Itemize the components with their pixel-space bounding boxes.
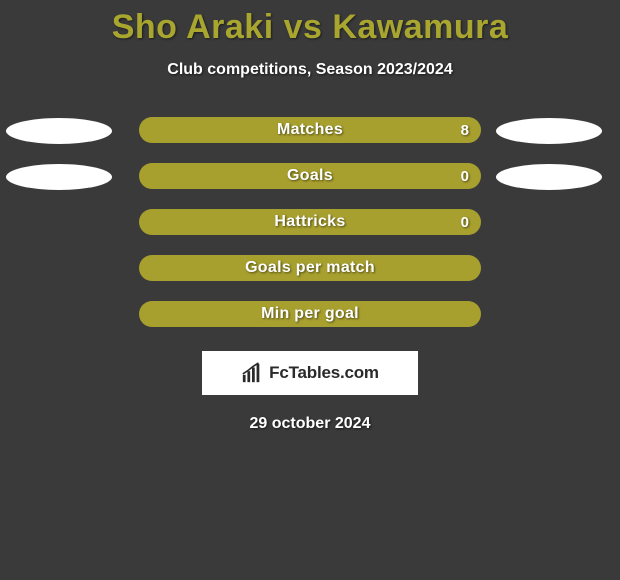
player-left-marker xyxy=(6,118,112,144)
comparison-row: Goals per match xyxy=(0,255,620,283)
date-text: 29 october 2024 xyxy=(0,415,620,433)
stat-label: Goals xyxy=(287,167,333,185)
source-badge: FcTables.com xyxy=(202,351,418,395)
player-left-marker xyxy=(6,164,112,190)
stat-label: Min per goal xyxy=(261,305,359,323)
stat-bar: Matches 8 xyxy=(139,117,481,143)
stat-bar: Goals 0 xyxy=(139,163,481,189)
stat-value-right: 0 xyxy=(461,168,469,185)
comparison-row: Matches 8 xyxy=(0,117,620,145)
comparison-rows: Matches 8 Goals 0 Hattricks 0 Goals per match M… xyxy=(0,117,620,329)
page-title: Sho Araki vs Kawamura xyxy=(0,0,620,47)
stat-bar: Goals per match xyxy=(139,255,481,281)
player-right-marker xyxy=(496,164,602,190)
stat-value-right: 8 xyxy=(461,122,469,139)
subtitle: Club competitions, Season 2023/2024 xyxy=(0,61,620,79)
stat-label: Matches xyxy=(277,121,343,139)
chart-icon xyxy=(241,362,263,384)
stat-bar: Min per goal xyxy=(139,301,481,327)
stat-label: Goals per match xyxy=(245,259,375,277)
comparison-row: Goals 0 xyxy=(0,163,620,191)
comparison-row: Hattricks 0 xyxy=(0,209,620,237)
player-right-marker xyxy=(496,118,602,144)
stat-bar: Hattricks 0 xyxy=(139,209,481,235)
stat-label: Hattricks xyxy=(274,213,345,231)
comparison-row: Min per goal xyxy=(0,301,620,329)
stat-value-right: 0 xyxy=(461,214,469,231)
badge-text: FcTables.com xyxy=(269,363,379,383)
